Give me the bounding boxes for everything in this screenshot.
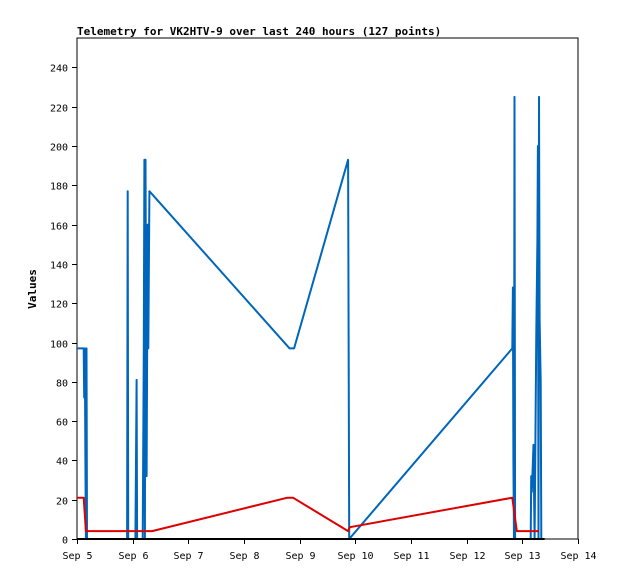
x-tick-label: Sep 9 [285,551,315,562]
y-axis-label: Values [26,269,39,309]
x-axis: Sep 5 Sep 6 Sep 7 Sep 8 Sep 9 Sep 10 Sep 11 Sep… [62,539,597,562]
y-tick-label: 160 [50,222,68,233]
x-tick-label: Sep 14 [560,551,596,562]
x-tick-label: Sep 5 [62,551,92,562]
y-tick-label: 200 [50,143,68,154]
y-tick-label: 240 [50,64,68,75]
y-tick-label: 100 [50,340,68,351]
x-tick-label: Sep 8 [229,551,259,562]
y-tick-label: 60 [56,418,68,429]
plot-area-frame [76,37,579,540]
y-tick-label: 120 [50,300,68,311]
x-tick-label: Sep 7 [173,551,203,562]
y-tick-label: 20 [56,497,68,508]
y-tick-label: 40 [56,457,68,468]
y-tick-label: 140 [50,261,68,272]
y-tick-label: 0 [62,536,68,547]
data-series-layer [77,95,545,540]
y-tick-label: 80 [56,379,68,390]
chart-title: Telemetry for VK2HTV-9 over last 240 hou… [77,25,441,38]
series-line-2 [77,496,539,533]
x-tick-label: Sep 13 [504,551,540,562]
y-axis: 0 20 40 60 80 100 120 140 160 180 200 220 240 [50,64,77,547]
x-tick-label: Sep 10 [337,551,373,562]
series-line-1 [77,95,543,540]
y-tick-label: 220 [50,104,68,115]
x-tick-label: Sep 6 [118,551,148,562]
y-tick-label: 180 [50,182,68,193]
x-tick-label: Sep 11 [393,551,429,562]
x-tick-label: Sep 12 [449,551,485,562]
